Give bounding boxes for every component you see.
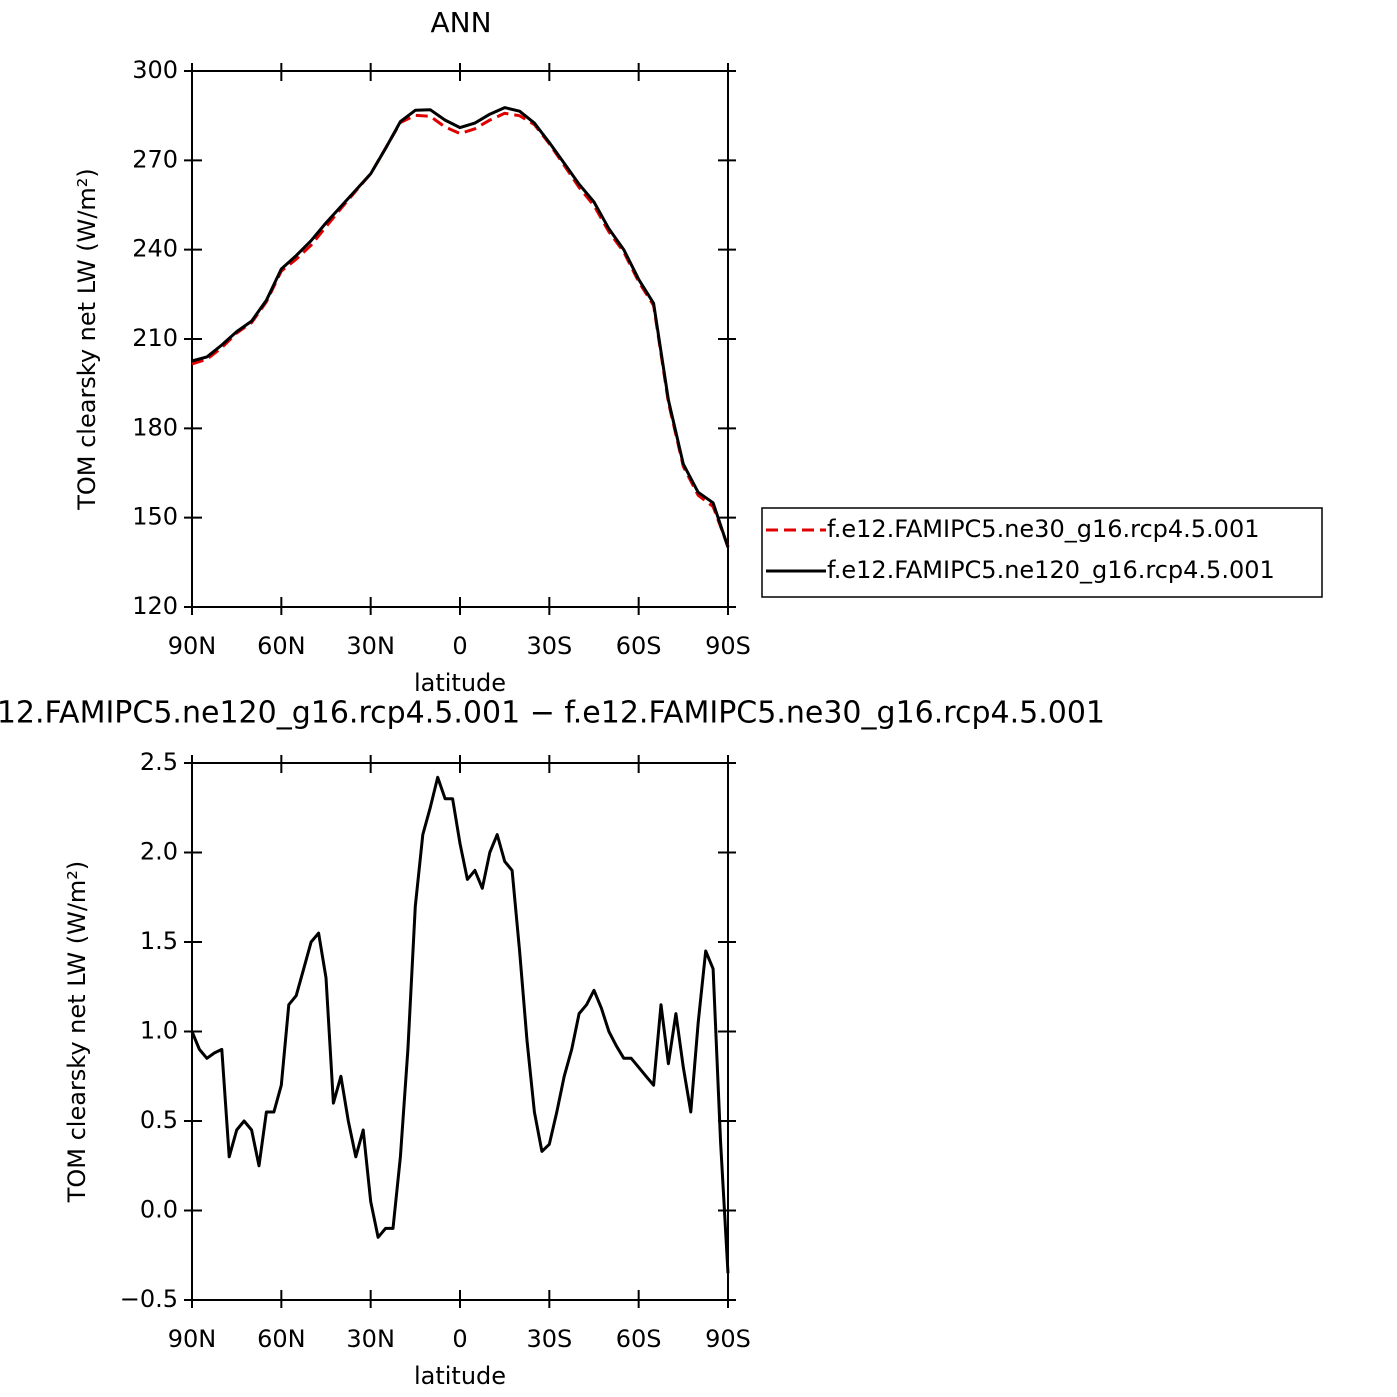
y-tick-label: 1.0 — [140, 1017, 178, 1045]
x-tick-label: 90N — [168, 632, 217, 660]
y-tick-label: 180 — [132, 413, 178, 441]
x-tick-label: 60S — [616, 1325, 662, 1353]
y-tick-label: 270 — [132, 145, 178, 173]
y-tick-label: 300 — [132, 56, 178, 84]
y-tick-label: 0.0 — [140, 1196, 178, 1224]
y-tick-label: 150 — [132, 503, 178, 531]
plot-frame — [191, 70, 729, 608]
x-tick-label: 30S — [526, 632, 572, 660]
x-tick-label: 90S — [705, 1325, 751, 1353]
y-axis-label: TOM clearsky net LW (W/m²) — [63, 861, 91, 1204]
y-tick-label: 240 — [132, 235, 178, 263]
data-line — [191, 111, 730, 547]
y-tick-label: −0.5 — [120, 1285, 178, 1313]
y-tick-label: 0.5 — [140, 1106, 178, 1134]
chart-title: ANN — [430, 6, 491, 39]
x-tick-label: 0 — [452, 1325, 467, 1353]
x-tick-label: 30N — [346, 1325, 395, 1353]
x-tick-label: 0 — [452, 632, 467, 660]
y-tick-label: 120 — [132, 592, 178, 620]
x-tick-label: 60S — [616, 632, 662, 660]
legend-box — [761, 507, 1323, 598]
x-tick-label: 90S — [705, 632, 751, 660]
y-tick-label: 210 — [132, 324, 178, 352]
legend-label: f.e12.FAMIPC5.ne30_g16.rcp4.5.001 — [827, 515, 1260, 543]
chart-title: f.e12.FAMIPC5.ne120_g16.rcp4.5.001 − f.e… — [0, 696, 1105, 731]
data-line — [190, 775, 730, 1274]
x-tick-label: 90N — [168, 1325, 217, 1353]
y-axis-label: TOM clearsky net LW (W/m²) — [73, 168, 101, 511]
y-tick-label: 2.0 — [140, 838, 178, 866]
data-line — [191, 106, 730, 548]
y-tick-label: 1.5 — [140, 927, 178, 955]
x-axis-label: latitude — [414, 1362, 506, 1390]
x-tick-label: 30N — [346, 632, 395, 660]
x-tick-label: 60N — [257, 632, 306, 660]
legend-label: f.e12.FAMIPC5.ne120_g16.rcp4.5.001 — [827, 556, 1275, 584]
x-axis-label: latitude — [414, 669, 506, 697]
x-tick-label: 30S — [526, 1325, 572, 1353]
y-tick-label: 2.5 — [140, 748, 178, 776]
x-tick-label: 60N — [257, 1325, 306, 1353]
